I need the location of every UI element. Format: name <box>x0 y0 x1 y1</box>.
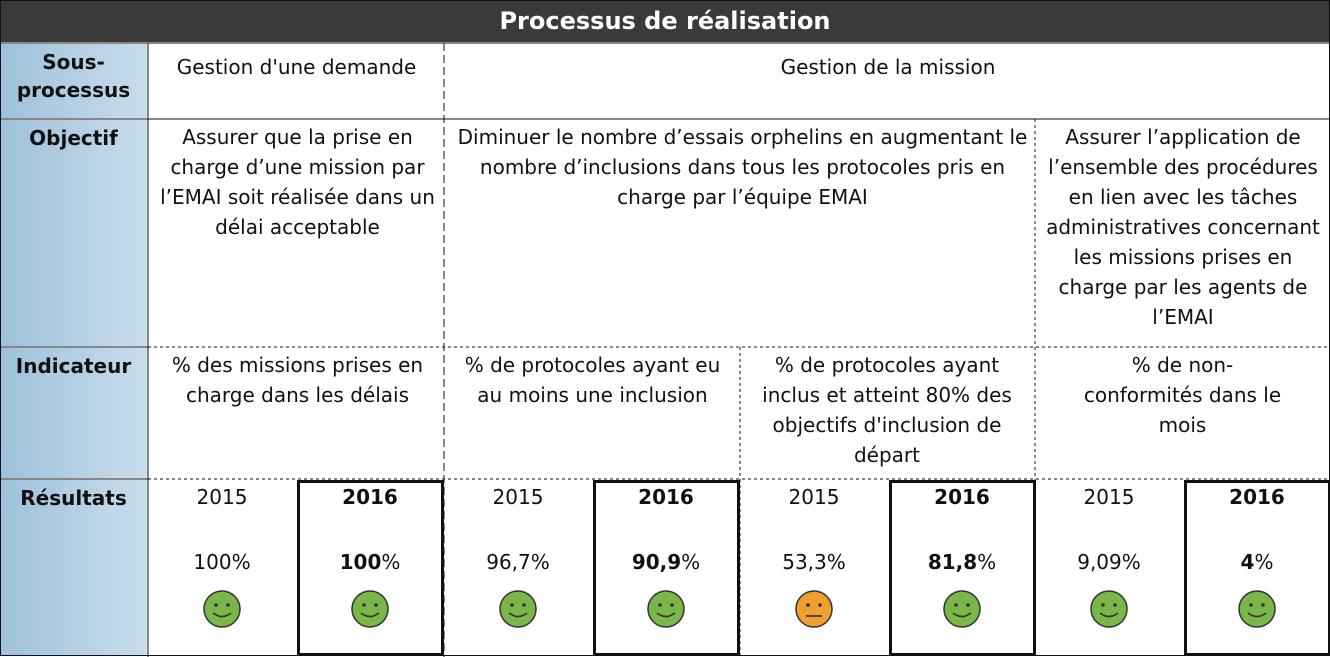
smiley-happy-icon <box>1090 590 1128 628</box>
result-value: 96,7% <box>486 550 550 574</box>
result-year: 2015 <box>1083 485 1135 509</box>
sous-processus-demande: Gestion d'une demande <box>176 55 417 79</box>
smiley-happy-icon <box>499 590 537 628</box>
highlight-box-2016 <box>889 480 1036 656</box>
result-year: 2015 <box>492 485 544 509</box>
row-header-indicateur: Indicateur <box>0 348 147 478</box>
objectif-administratif: Assurer l’application de l’ensemble des … <box>1046 125 1320 329</box>
indicateur-protocoles-80: % de protocoles ayant inclus et atteint … <box>762 353 1012 467</box>
row-header-objectif: Objectif <box>0 120 147 346</box>
indicateur-protocoles-inclusion: % de protocoles ayant eu au moins une in… <box>464 353 721 407</box>
indicateur-non-conformites: % de non-conformités dans le mois <box>1083 353 1282 437</box>
row-header-resultats: Résultats <box>0 480 147 655</box>
result-year: 2015 <box>196 485 248 509</box>
smiley-happy-icon <box>203 590 241 628</box>
row-header-sous-processus: Sous-processus <box>0 44 147 118</box>
result-value: 53,3% <box>782 550 846 574</box>
objectif-demande: Assurer que la prise en charge d’une mis… <box>160 125 435 239</box>
result-cell-2015: 2015 53,3% <box>740 480 888 656</box>
sous-processus-mission: Gestion de la mission <box>780 55 996 79</box>
indicateur-missions-delais: % des missions prises en charge dans les… <box>171 353 424 407</box>
result-cell-2015: 2015 100% <box>148 480 296 656</box>
table-title: Processus de réalisation <box>0 0 1330 42</box>
smiley-neutral-icon <box>795 590 833 628</box>
objectif-mission: Diminuer le nombre d’essais orphelins en… <box>457 125 1028 209</box>
result-value: 9,09% <box>1077 550 1141 574</box>
highlight-box-2016 <box>593 480 740 656</box>
result-cell-2015: 2015 96,7% <box>444 480 592 656</box>
result-value: 100% <box>193 550 251 574</box>
result-cell-2015: 2015 9,09% <box>1035 480 1183 656</box>
highlight-box-2016 <box>297 480 444 656</box>
highlight-box-2016 <box>1184 480 1330 656</box>
result-year: 2015 <box>788 485 840 509</box>
